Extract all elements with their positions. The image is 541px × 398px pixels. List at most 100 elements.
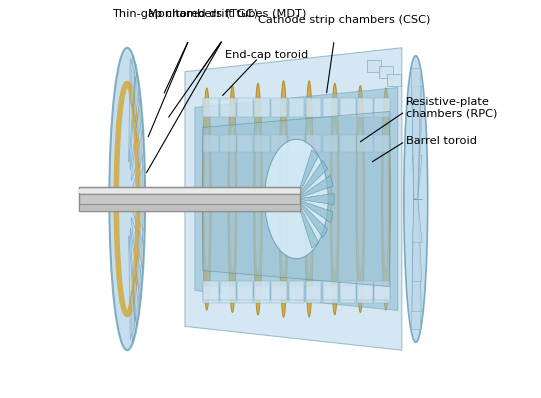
Ellipse shape: [332, 124, 338, 274]
Polygon shape: [185, 48, 402, 350]
Polygon shape: [412, 199, 422, 281]
Polygon shape: [139, 166, 144, 194]
Bar: [387, 74, 401, 86]
Polygon shape: [139, 204, 144, 232]
Bar: [306, 281, 321, 300]
Bar: [357, 281, 373, 300]
Ellipse shape: [228, 86, 237, 312]
Bar: [254, 98, 270, 117]
Ellipse shape: [356, 86, 365, 312]
Ellipse shape: [255, 124, 261, 274]
Bar: [288, 281, 304, 300]
Ellipse shape: [204, 127, 209, 271]
Polygon shape: [412, 199, 422, 242]
Bar: [340, 286, 355, 303]
Polygon shape: [203, 111, 390, 287]
Text: Cathode strip chambers (CSC): Cathode strip chambers (CSC): [258, 15, 430, 25]
Polygon shape: [131, 56, 135, 107]
Ellipse shape: [109, 48, 145, 350]
Ellipse shape: [265, 139, 328, 259]
Polygon shape: [131, 109, 142, 181]
Bar: [288, 286, 304, 303]
Bar: [237, 281, 253, 300]
Bar: [340, 98, 355, 117]
Bar: [323, 135, 339, 152]
Ellipse shape: [404, 56, 428, 342]
Polygon shape: [296, 199, 333, 222]
Bar: [254, 286, 270, 303]
Polygon shape: [412, 156, 422, 199]
Ellipse shape: [358, 125, 363, 273]
Polygon shape: [296, 199, 319, 248]
Bar: [288, 135, 304, 152]
Polygon shape: [412, 117, 422, 199]
Bar: [306, 135, 321, 152]
Ellipse shape: [229, 125, 235, 273]
Bar: [203, 98, 219, 117]
Bar: [237, 135, 253, 152]
Text: Monitored drift tubes (MDT): Monitored drift tubes (MDT): [148, 9, 306, 19]
Bar: [220, 281, 236, 300]
Polygon shape: [131, 291, 135, 342]
Bar: [379, 66, 393, 78]
Text: Barrel toroid: Barrel toroid: [406, 136, 477, 146]
Polygon shape: [136, 98, 142, 143]
Bar: [203, 286, 219, 303]
Polygon shape: [130, 76, 139, 170]
Ellipse shape: [305, 81, 314, 317]
Bar: [80, 187, 300, 211]
Polygon shape: [296, 160, 328, 199]
Bar: [306, 98, 321, 117]
Bar: [357, 286, 373, 303]
Bar: [323, 98, 339, 117]
Bar: [220, 286, 236, 303]
Ellipse shape: [383, 127, 388, 271]
Polygon shape: [411, 199, 421, 330]
Bar: [80, 204, 300, 211]
Polygon shape: [134, 72, 139, 122]
Bar: [272, 286, 287, 303]
Bar: [254, 135, 270, 152]
Bar: [237, 98, 253, 117]
Bar: [272, 98, 287, 117]
Ellipse shape: [202, 88, 211, 310]
Bar: [272, 135, 287, 152]
Ellipse shape: [381, 88, 390, 310]
Polygon shape: [130, 228, 139, 322]
Bar: [288, 98, 304, 117]
Polygon shape: [296, 199, 328, 238]
Polygon shape: [296, 176, 333, 199]
Bar: [323, 281, 339, 300]
Polygon shape: [195, 88, 398, 310]
Bar: [374, 281, 390, 300]
Bar: [203, 281, 219, 300]
Polygon shape: [132, 201, 143, 246]
Polygon shape: [138, 130, 144, 168]
Bar: [80, 189, 300, 193]
Bar: [357, 135, 373, 152]
Ellipse shape: [254, 83, 262, 315]
Bar: [357, 98, 373, 117]
Polygon shape: [129, 236, 135, 339]
Bar: [374, 286, 390, 303]
Bar: [374, 98, 390, 117]
Ellipse shape: [331, 83, 339, 315]
Text: End-cap toroid: End-cap toroid: [225, 50, 308, 60]
Bar: [340, 135, 355, 152]
Ellipse shape: [306, 122, 312, 276]
Bar: [203, 135, 219, 152]
Bar: [254, 281, 270, 300]
Polygon shape: [138, 230, 144, 268]
Polygon shape: [296, 193, 334, 205]
Bar: [367, 60, 381, 72]
Polygon shape: [129, 59, 135, 162]
Bar: [374, 135, 390, 152]
Polygon shape: [411, 68, 421, 199]
Polygon shape: [132, 152, 143, 197]
Text: Resistive-plate
chambers (RPC): Resistive-plate chambers (RPC): [406, 97, 497, 118]
Polygon shape: [136, 255, 142, 300]
Bar: [237, 286, 253, 303]
Bar: [272, 281, 287, 300]
Polygon shape: [412, 199, 421, 312]
Polygon shape: [131, 217, 142, 289]
